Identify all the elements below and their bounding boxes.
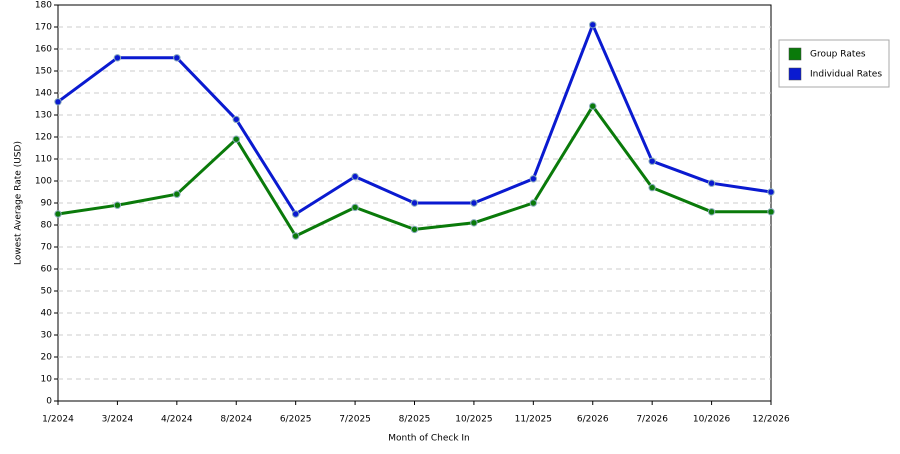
y-tick-label: 180 (35, 1, 52, 11)
x-tick-label: 12/2026 (752, 415, 790, 425)
data-point (529, 175, 538, 183)
data-point (291, 210, 300, 218)
y-tick-label: 140 (35, 89, 52, 99)
y-tick-label: 20 (41, 353, 53, 363)
x-tick-label: 8/2024 (220, 415, 252, 425)
x-tick-label: 7/2026 (636, 415, 668, 425)
data-point (648, 157, 656, 165)
y-axis-label: Lowest Average Rate (USD) (14, 141, 24, 265)
y-tick-label: 40 (41, 309, 53, 319)
legend-label: Individual Rates (810, 70, 882, 80)
data-point (173, 54, 181, 62)
data-point (589, 21, 597, 29)
x-axis-label: Month of Check In (388, 434, 470, 444)
x-tick-label: 4/2024 (161, 415, 193, 425)
data-point (232, 115, 240, 124)
data-point (54, 98, 62, 106)
data-point (232, 135, 240, 143)
legend-swatch (788, 67, 802, 81)
data-point (648, 183, 656, 192)
data-point (767, 208, 775, 216)
y-tick-label: 160 (35, 45, 52, 55)
data-point (707, 179, 716, 187)
x-tick-label: 11/2025 (515, 415, 552, 425)
data-point (410, 199, 419, 207)
y-tick-label: 150 (35, 67, 52, 77)
y-tick-label: 110 (35, 155, 52, 165)
y-tick-label: 120 (35, 133, 52, 143)
x-tick-label: 8/2025 (399, 415, 431, 425)
x-tick-label: 6/2025 (280, 415, 312, 425)
x-tick-label: 3/2024 (102, 415, 134, 425)
legend-swatch (788, 47, 802, 61)
y-tick-label: 0 (46, 397, 52, 407)
y-tick-label: 50 (41, 287, 53, 297)
data-point (113, 54, 122, 62)
x-tick-label: 10/2026 (693, 415, 731, 425)
x-tick-label: 7/2025 (339, 415, 371, 425)
data-point (529, 199, 538, 207)
x-tick-label: 6/2026 (577, 415, 609, 425)
data-point (767, 188, 775, 196)
y-tick-label: 60 (41, 265, 53, 275)
data-point (113, 201, 122, 209)
data-point (351, 203, 359, 212)
data-point (351, 172, 359, 181)
data-point (291, 232, 300, 240)
legend-label: Group Rates (810, 50, 866, 60)
y-tick-label: 70 (41, 243, 53, 253)
y-tick-label: 100 (35, 177, 52, 187)
data-point (470, 199, 478, 207)
x-tick-label: 10/2025 (455, 415, 492, 425)
y-tick-label: 80 (41, 221, 53, 231)
data-point (707, 208, 716, 216)
y-tick-label: 90 (41, 199, 53, 209)
data-point (54, 210, 62, 218)
y-tick-label: 10 (41, 375, 53, 385)
y-tick-label: 170 (35, 23, 52, 33)
data-point (589, 102, 597, 110)
data-point (173, 190, 181, 198)
x-tick-label: 1/2024 (42, 415, 74, 425)
data-point (410, 225, 419, 234)
y-tick-label: 130 (35, 111, 52, 121)
data-point (470, 219, 478, 227)
y-tick-label: 30 (41, 331, 53, 341)
